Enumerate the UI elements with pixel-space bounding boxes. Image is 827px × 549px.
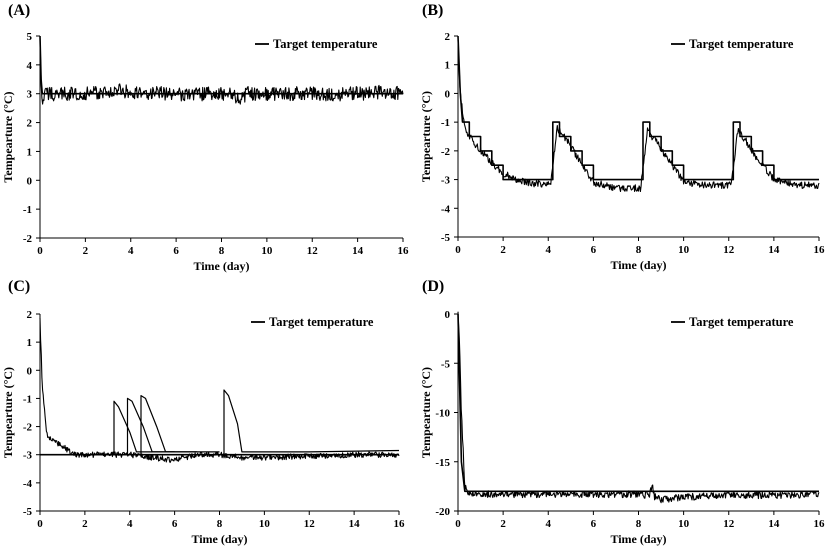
y-tick-label: 2	[445, 31, 451, 43]
panel-a: (A) -2 -1 0 1 2 3 4 5 0 2 4 6 8 10 12 14 16 Time (day) Tem…	[0, 0, 414, 275]
x-tick-label: 8	[219, 245, 225, 257]
x-tick-label: 6	[591, 518, 597, 530]
x-tick-label: 4	[127, 518, 133, 530]
chart-d: -20 -15 -10 -5 0 0 2 4 6 8 10 12 14 16 Time (day) Tempe…	[419, 309, 826, 546]
x-tick-label: 2	[82, 518, 88, 530]
target-temperature-line	[457, 35, 819, 181]
panel-d: (D) -20 -15 -10 -5 0 0 2 4 6 8 10 12 14 16 Time (day) T…	[414, 275, 827, 549]
y-tick-label: 0	[27, 365, 33, 377]
pulse-series-line	[113, 400, 198, 455]
y-tick-label: 3	[27, 89, 33, 101]
x-tick-label: 16	[814, 518, 826, 530]
y-tick-label: -2	[23, 422, 33, 434]
panel-label: (B)	[422, 2, 444, 19]
y-tick-label: -3	[23, 450, 33, 462]
measured-temperature-line	[457, 311, 820, 504]
x-tick-label: 10	[261, 245, 273, 257]
y-tick-label: -20	[435, 506, 450, 518]
x-tick-label: 14	[768, 244, 780, 256]
legend-label: Target temperature	[269, 315, 374, 329]
x-tick-label: 2	[83, 245, 89, 257]
x-axis-label: Time (day)	[191, 532, 247, 546]
y-tick-label: 1	[27, 337, 33, 349]
x-tick-label: 0	[37, 245, 43, 257]
y-tick-label: 1	[445, 60, 451, 72]
y-axis-label: Tempearture (°C)	[1, 91, 15, 182]
x-tick-label: 16	[398, 245, 410, 257]
y-tick-label: -15	[435, 457, 450, 469]
y-axis-label: Tempearture (°C)	[1, 367, 15, 458]
x-tick-label: 8	[636, 518, 642, 530]
x-tick-label: 10	[678, 518, 690, 530]
panel-label: (C)	[8, 278, 31, 295]
x-axis-label: Time (day)	[610, 532, 666, 546]
measured-temperature-line	[39, 38, 404, 105]
x-axis-label: Time (day)	[610, 258, 666, 272]
y-tick-label: 0	[445, 309, 451, 321]
y-tick-label: -5	[23, 506, 33, 518]
legend-label: Target temperature	[273, 37, 378, 51]
y-tick-label: 2	[27, 309, 33, 321]
x-tick-label: 14	[349, 518, 361, 530]
panel-label: (A)	[8, 2, 31, 19]
x-tick-label: 2	[500, 518, 506, 530]
y-tick-label: 5	[27, 31, 33, 43]
x-tick-label: 0	[37, 518, 43, 530]
x-tick-label: 10	[678, 244, 690, 256]
y-tick-label: -4	[23, 478, 33, 490]
y-tick-label: -2	[23, 233, 33, 245]
legend-label: Target temperature	[689, 37, 794, 51]
measured-temperature-line	[457, 39, 820, 193]
x-tick-label: 16	[814, 244, 826, 256]
x-tick-label: 14	[352, 245, 364, 257]
x-tick-label: 16	[394, 518, 406, 530]
panel-c: (C) -5 -4 -3 -2 -1 0 1 2 0 2 4 6 8 10 12 14 16 Time (day)…	[0, 275, 414, 549]
x-tick-label: 14	[768, 518, 780, 530]
x-tick-label: 6	[172, 518, 178, 530]
x-tick-label: 4	[546, 244, 552, 256]
x-tick-label: 0	[455, 518, 461, 530]
y-tick-label: 0	[27, 175, 33, 187]
y-tick-label: -2	[441, 146, 451, 158]
x-tick-label: 12	[723, 518, 735, 530]
y-tick-label: -10	[435, 408, 450, 420]
y-tick-label: -4	[441, 203, 451, 215]
y-axis-label: Tempearture (°C)	[419, 367, 433, 458]
x-tick-label: 10	[259, 518, 271, 530]
panel-label: (D)	[422, 278, 445, 295]
legend-label: Target temperature	[689, 315, 794, 329]
x-tick-label: 12	[307, 245, 319, 257]
y-tick-label: -5	[441, 232, 451, 244]
y-tick-label: 2	[27, 118, 33, 130]
y-tick-label: -5	[441, 358, 451, 370]
y-tick-label: 0	[445, 88, 451, 100]
pulse-series-line	[223, 389, 400, 455]
y-tick-label: -1	[441, 117, 450, 129]
x-tick-label: 0	[455, 244, 461, 256]
y-tick-label: -1	[23, 204, 32, 216]
measured-temperature-line	[39, 317, 400, 464]
x-tick-label: 8	[217, 518, 223, 530]
y-tick-label: -3	[441, 175, 451, 187]
x-tick-label: 4	[128, 245, 134, 257]
x-tick-label: 6	[173, 245, 179, 257]
x-tick-label: 4	[546, 518, 552, 530]
pulse-series-line	[126, 397, 175, 455]
x-tick-label: 2	[500, 244, 506, 256]
x-tick-label: 12	[304, 518, 316, 530]
y-axis-label: Tempearture (°C)	[419, 91, 433, 182]
y-tick-label: 4	[27, 60, 33, 72]
x-tick-label: 6	[591, 244, 597, 256]
x-tick-label: 12	[723, 244, 735, 256]
x-tick-label: 8	[636, 244, 642, 256]
x-axis-label: Time (day)	[193, 259, 249, 273]
y-tick-label: -1	[23, 393, 32, 405]
y-tick-label: 1	[27, 146, 33, 158]
target-temperature-line	[457, 313, 819, 493]
pulse-series-line	[140, 395, 220, 455]
panel-b: (B) -5 -4 -3 -2 -1 0 1 2 0 2 4 6 8 10 12 14 16 Time (day)…	[414, 0, 827, 275]
